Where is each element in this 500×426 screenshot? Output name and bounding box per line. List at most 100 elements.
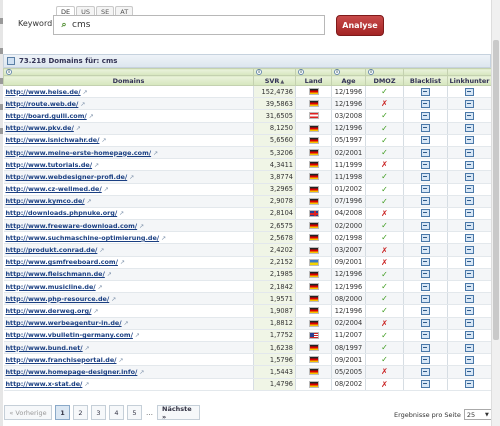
page-button-3[interactable]: 3 xyxy=(91,405,106,420)
linkhunter-icon[interactable] xyxy=(465,209,474,218)
domains-info[interactable]: i xyxy=(3,68,254,76)
linkhunter-icon[interactable] xyxy=(465,148,474,157)
linkhunter-icon[interactable] xyxy=(465,233,474,242)
domain-link[interactable]: http://www.fleischmann.de/ xyxy=(5,270,105,279)
blacklist-icon[interactable] xyxy=(421,136,430,145)
domain-link[interactable]: http://route.web.de/ xyxy=(5,99,79,108)
external-link-icon[interactable]: ↗ xyxy=(99,247,105,255)
external-link-icon[interactable]: ↗ xyxy=(94,161,100,169)
blacklist-icon[interactable] xyxy=(421,331,430,340)
external-link-icon[interactable]: ↗ xyxy=(129,173,135,181)
external-link-icon[interactable]: ↗ xyxy=(93,307,99,315)
page-button-2[interactable]: 2 xyxy=(73,405,88,420)
blacklist-icon[interactable] xyxy=(421,258,430,267)
keyword-input[interactable] xyxy=(72,20,312,30)
linkhunter-icon[interactable] xyxy=(465,160,474,169)
age-info[interactable]: i xyxy=(331,68,366,76)
external-link-icon[interactable]: ↗ xyxy=(118,356,124,364)
linkhunter-icon[interactable] xyxy=(465,355,474,364)
external-link-icon[interactable]: ↗ xyxy=(123,320,129,328)
blacklist-icon[interactable] xyxy=(421,124,430,133)
linkhunter-icon[interactable] xyxy=(465,87,474,96)
blacklist-icon[interactable] xyxy=(421,160,430,169)
external-link-icon[interactable]: ↗ xyxy=(86,198,92,206)
blacklist-icon[interactable] xyxy=(421,282,430,291)
external-link-icon[interactable]: ↗ xyxy=(80,100,86,108)
search-box[interactable]: ⌕ xyxy=(53,15,325,35)
blacklist-icon[interactable] xyxy=(421,99,430,108)
blacklist-icon[interactable] xyxy=(421,148,430,157)
external-link-icon[interactable]: ↗ xyxy=(139,222,145,230)
blacklist-icon[interactable] xyxy=(421,172,430,181)
col-domains[interactable]: Domains xyxy=(3,75,254,86)
linkhunter-icon[interactable] xyxy=(465,294,474,303)
linkhunter-icon[interactable] xyxy=(465,99,474,108)
blacklist-icon[interactable] xyxy=(421,380,430,389)
linkhunter-icon[interactable] xyxy=(465,136,474,145)
blacklist-icon[interactable] xyxy=(421,319,430,328)
page-button-5[interactable]: 5 xyxy=(127,405,142,420)
external-link-icon[interactable]: ↗ xyxy=(88,112,94,120)
linkhunter-icon[interactable] xyxy=(465,367,474,376)
domain-link[interactable]: http://board.gulli.com/ xyxy=(5,111,87,120)
country-tab-us[interactable]: US xyxy=(76,6,96,16)
linkhunter-icon[interactable] xyxy=(465,185,474,194)
domain-link[interactable]: http://downloads.phpnuke.org/ xyxy=(5,209,118,218)
linkhunter-icon[interactable] xyxy=(465,319,474,328)
blacklist-icon[interactable] xyxy=(421,221,430,230)
domain-link[interactable]: http://www.cz-wellmed.de/ xyxy=(5,185,102,194)
external-link-icon[interactable]: ↗ xyxy=(119,259,125,267)
svr-info[interactable]: i xyxy=(253,68,296,76)
domain-link[interactable]: http://www.isnichwahr.de/ xyxy=(5,136,100,145)
external-link-icon[interactable]: ↗ xyxy=(161,234,167,242)
external-link-icon[interactable]: ↗ xyxy=(153,149,159,157)
land-info[interactable]: i xyxy=(295,68,332,76)
page-button-1[interactable]: 1 xyxy=(55,405,70,420)
per-page-select[interactable]: 25 ▼ xyxy=(463,409,492,420)
linkhunter-icon[interactable] xyxy=(465,331,474,340)
domain-link[interactable]: http://www.werbeagentur-in.de/ xyxy=(5,319,122,328)
linkhunter-icon[interactable] xyxy=(465,111,474,120)
linkhunter-icon[interactable] xyxy=(465,343,474,352)
domain-link[interactable]: http://www.tutorials.de/ xyxy=(5,160,93,169)
linkhunter-icon[interactable] xyxy=(465,172,474,181)
domain-link[interactable]: http://www.bund.net/ xyxy=(5,343,83,352)
scrollbar-thumb[interactable] xyxy=(493,40,499,340)
blacklist-icon[interactable] xyxy=(421,209,430,218)
external-link-icon[interactable]: ↗ xyxy=(103,186,109,194)
domain-link[interactable]: http://www.derweg.org/ xyxy=(5,306,92,315)
col-svr[interactable]: SVR▲ xyxy=(253,75,296,86)
prev-page-button[interactable]: « Vorherige xyxy=(4,405,52,420)
next-page-button[interactable]: Nächste » xyxy=(157,405,200,421)
external-link-icon[interactable]: ↗ xyxy=(119,210,125,218)
country-tab-se[interactable]: SE xyxy=(96,6,115,16)
analyse-button[interactable]: Analyse xyxy=(336,15,384,36)
blacklist-icon[interactable] xyxy=(421,246,430,255)
domain-link[interactable]: http://www.php-resource.de/ xyxy=(5,294,110,303)
external-link-icon[interactable]: ↗ xyxy=(111,295,117,303)
col-dmoz[interactable]: DMOZ xyxy=(365,75,404,86)
dmoz-info[interactable]: i xyxy=(365,68,404,76)
blacklist-icon[interactable] xyxy=(421,270,430,279)
domain-link[interactable]: http://www.suchmaschine-optimierung.de/ xyxy=(5,233,160,242)
blacklist-icon[interactable] xyxy=(421,233,430,242)
domain-link[interactable]: http://produkt.conrad.de/ xyxy=(5,246,98,255)
domain-link[interactable]: http://www.freeware-download.com/ xyxy=(5,221,138,230)
blacklist-icon[interactable] xyxy=(421,367,430,376)
linkhunter-icon[interactable] xyxy=(465,258,474,267)
vertical-scrollbar[interactable] xyxy=(491,0,500,426)
blacklist-icon[interactable] xyxy=(421,87,430,96)
domain-link[interactable]: http://www.kymco.de/ xyxy=(5,197,85,206)
linkhunter-icon[interactable] xyxy=(465,124,474,133)
blacklist-icon[interactable] xyxy=(421,306,430,315)
domain-link[interactable]: http://www.heise.de/ xyxy=(5,87,81,96)
col-land[interactable]: Land xyxy=(295,75,332,86)
col-age[interactable]: Age xyxy=(331,75,366,86)
linkhunter-icon[interactable] xyxy=(465,380,474,389)
linkhunter-icon[interactable] xyxy=(465,306,474,315)
external-link-icon[interactable]: ↗ xyxy=(101,137,107,145)
external-link-icon[interactable]: ↗ xyxy=(134,332,140,340)
domain-link[interactable]: http://www.gsmfreeboard.com/ xyxy=(5,258,118,267)
blacklist-icon[interactable] xyxy=(421,355,430,364)
linkhunter-icon[interactable] xyxy=(465,197,474,206)
